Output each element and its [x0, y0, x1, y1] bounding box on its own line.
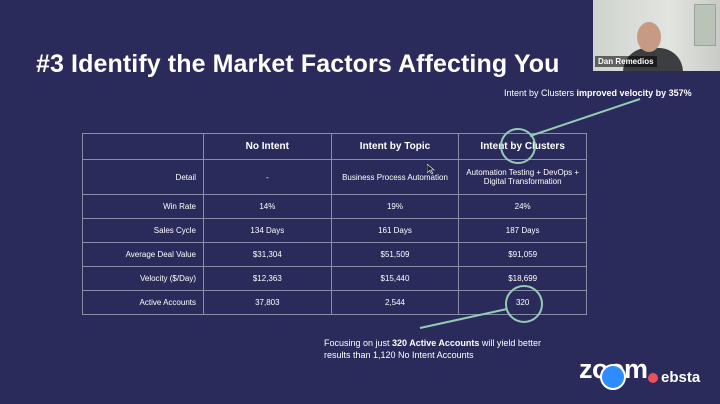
- table-cell: -: [203, 159, 332, 195]
- row-label-sales-cycle: Sales Cycle: [82, 218, 204, 243]
- highlight-circle-clusters-header: [500, 128, 536, 164]
- ebsta-logo-text: ebsta: [661, 369, 701, 386]
- highlight-circle-active-accounts: [505, 285, 543, 323]
- ebsta-icon: [648, 373, 658, 383]
- table-cell: 37,803: [203, 290, 332, 315]
- table-cell: 161 Days: [330, 218, 460, 243]
- participant-head: [637, 22, 661, 52]
- zoom-camera-icon: [600, 364, 626, 390]
- table-cell: $31,304: [203, 242, 332, 267]
- active-accounts-callout-text: Focusing on just: [324, 338, 393, 348]
- table-row: Detail - Business Process Automation Aut…: [82, 159, 587, 195]
- row-label-active-accounts: Active Accounts: [82, 290, 204, 315]
- table-cell: 14%: [203, 194, 332, 219]
- active-accounts-callout: Focusing on just 320 Active Accounts wil…: [324, 337, 554, 361]
- active-accounts-callout-highlight: 320 Active Accounts: [392, 338, 480, 348]
- table-cell: $91,059: [458, 242, 587, 267]
- table-cell: 2,544: [330, 290, 460, 315]
- table-row: Sales Cycle 134 Days 161 Days 187 Days: [82, 218, 587, 243]
- participant-name: Dan Remedios: [595, 56, 657, 67]
- table-cell: 19%: [330, 194, 460, 219]
- mouse-cursor-icon: [427, 164, 435, 174]
- row-label-velocity: Velocity ($/Day): [82, 266, 204, 291]
- table-header-intent-by-topic: Intent by Topic: [330, 133, 460, 160]
- table-cell: $51,509: [330, 242, 460, 267]
- table-cell: 24%: [458, 194, 587, 219]
- table-cell: 187 Days: [458, 218, 587, 243]
- table-header-blank: [82, 133, 204, 160]
- velocity-callout-highlight: improved velocity by 357%: [576, 88, 692, 98]
- table-cell: Business Process Automation: [330, 159, 460, 195]
- ebsta-logo: ebsta: [643, 369, 700, 386]
- table-header-no-intent: No Intent: [203, 133, 332, 160]
- video-window: [694, 4, 716, 46]
- callout-line-top: [529, 98, 641, 137]
- table-row: Average Deal Value $31,304 $51,509 $91,0…: [82, 242, 587, 267]
- participant-video-tile[interactable]: Dan Remedios: [593, 0, 720, 71]
- active-accounts-callout-suffix: will yield better results than 1,120 No …: [324, 338, 541, 360]
- table-row: Velocity ($/Day) $12,363 $15,440 $18,699: [82, 266, 587, 291]
- table-cell: 134 Days: [203, 218, 332, 243]
- row-label-average-deal-value: Average Deal Value: [82, 242, 204, 267]
- table-row: Win Rate 14% 19% 24%: [82, 194, 587, 219]
- table-cell: Automation Testing + DevOps + Digital Tr…: [458, 159, 587, 195]
- row-label-detail: Detail: [82, 159, 204, 195]
- table-cell: $12,363: [203, 266, 332, 291]
- velocity-callout-text: Intent by Clusters: [504, 88, 577, 98]
- velocity-callout: Intent by Clusters improved velocity by …: [504, 88, 692, 98]
- slide-title: #3 Identify the Market Factors Affecting…: [36, 50, 560, 78]
- table-cell: $15,440: [330, 266, 460, 291]
- row-label-win-rate: Win Rate: [82, 194, 204, 219]
